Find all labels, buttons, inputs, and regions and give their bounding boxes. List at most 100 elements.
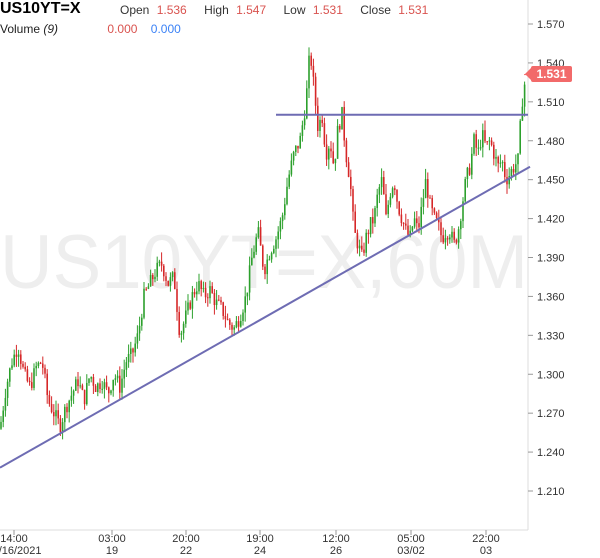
candle-body xyxy=(468,167,471,175)
candle-body xyxy=(288,174,290,187)
x-tick-time: 05:00 xyxy=(397,533,425,545)
candle-body xyxy=(257,227,260,238)
candle-body xyxy=(336,125,339,159)
candle-body xyxy=(270,253,273,260)
candle-body xyxy=(308,55,310,89)
candle-body xyxy=(314,76,317,106)
candle-body xyxy=(429,197,431,199)
candle-body xyxy=(121,378,123,393)
candle-body xyxy=(286,186,288,205)
candle-body xyxy=(446,238,449,240)
candle-body xyxy=(86,382,88,405)
y-tick-label: 1.390 xyxy=(537,253,565,265)
x-tick-date: 03 xyxy=(480,545,492,557)
x-tick-date: 22 xyxy=(180,545,192,557)
candle-body xyxy=(218,299,220,301)
candle-body xyxy=(275,239,277,249)
candle-body xyxy=(301,125,304,136)
candle-body xyxy=(125,362,128,370)
candle-body xyxy=(200,281,202,290)
candle-body xyxy=(224,315,227,320)
candle-body xyxy=(15,354,18,357)
candle-body xyxy=(196,291,198,295)
candle-body xyxy=(207,297,209,299)
candle-body xyxy=(79,385,81,387)
candle-body xyxy=(44,367,46,374)
candle-body xyxy=(119,375,121,393)
candle-body xyxy=(363,249,365,253)
candle-body xyxy=(103,382,106,389)
candle-body xyxy=(501,162,504,164)
candle-body xyxy=(372,217,374,224)
close-value: 1.531 xyxy=(398,3,429,17)
candle-body xyxy=(116,375,119,379)
candle-body xyxy=(303,118,306,126)
candle-body xyxy=(61,422,64,433)
x-tick-date: 03/02 xyxy=(397,545,425,557)
candle-body xyxy=(99,383,101,389)
candle-body xyxy=(97,383,99,393)
y-tick-label: 1.480 xyxy=(537,136,565,148)
candle-body xyxy=(358,245,361,249)
candle-body xyxy=(83,389,86,405)
candle-body xyxy=(508,175,510,185)
candle-body xyxy=(110,390,112,394)
candle-body xyxy=(499,162,502,164)
candle-body xyxy=(213,292,216,306)
candle-body xyxy=(312,65,315,77)
candle-body xyxy=(497,156,499,164)
candle-body xyxy=(380,177,383,188)
candle-body xyxy=(264,266,266,275)
candle-body xyxy=(246,292,249,297)
ohlc-readout: Open 1.536 High 1.547 Low 1.531 Close 1.… xyxy=(120,3,428,17)
candle-body xyxy=(453,231,455,240)
candle-body xyxy=(361,245,363,250)
candle-body xyxy=(251,257,253,266)
candle-body xyxy=(233,327,235,330)
candle-body xyxy=(482,130,484,148)
candle-body xyxy=(145,288,147,290)
candle-body xyxy=(64,406,66,423)
volume-param: (9) xyxy=(43,22,59,36)
candle-body xyxy=(31,382,33,388)
candle-body xyxy=(202,287,205,290)
candle-body xyxy=(11,365,13,369)
candle-body xyxy=(512,169,515,173)
low-value: 1.531 xyxy=(312,3,343,17)
candle-body xyxy=(479,147,482,149)
y-tick-label: 1.300 xyxy=(537,369,565,381)
candle-body xyxy=(369,217,372,235)
candle-body xyxy=(180,333,183,335)
candle-body xyxy=(209,286,211,299)
candle-body xyxy=(171,272,174,278)
candle-body xyxy=(317,105,319,131)
x-tick-time: 19:00 xyxy=(246,533,274,545)
candle-body xyxy=(387,204,389,215)
watermark-text: US10YT=X,60M xyxy=(0,220,528,305)
candle-body xyxy=(297,145,299,149)
candle-body xyxy=(420,206,422,228)
candle-body xyxy=(292,151,295,161)
candle-body xyxy=(354,211,356,233)
candle-body xyxy=(198,281,200,292)
candle-body xyxy=(152,274,154,280)
candle-body xyxy=(435,212,438,219)
candle-body xyxy=(53,412,55,417)
candle-body xyxy=(174,272,176,290)
candle-body xyxy=(248,265,251,293)
open-value: 1.536 xyxy=(156,3,187,17)
candle-body xyxy=(279,221,282,232)
candle-body xyxy=(182,323,185,334)
candle-body xyxy=(323,123,326,145)
candle-body xyxy=(389,196,392,205)
candle-body xyxy=(94,385,97,393)
candle-body xyxy=(477,147,480,149)
candle-body xyxy=(165,276,167,281)
y-tick-label: 1.570 xyxy=(537,19,565,31)
candle-body xyxy=(464,179,466,202)
candle-body xyxy=(143,288,145,318)
y-tick-label: 1.330 xyxy=(537,330,565,342)
candle-body xyxy=(81,385,84,390)
candle-body xyxy=(330,148,332,152)
